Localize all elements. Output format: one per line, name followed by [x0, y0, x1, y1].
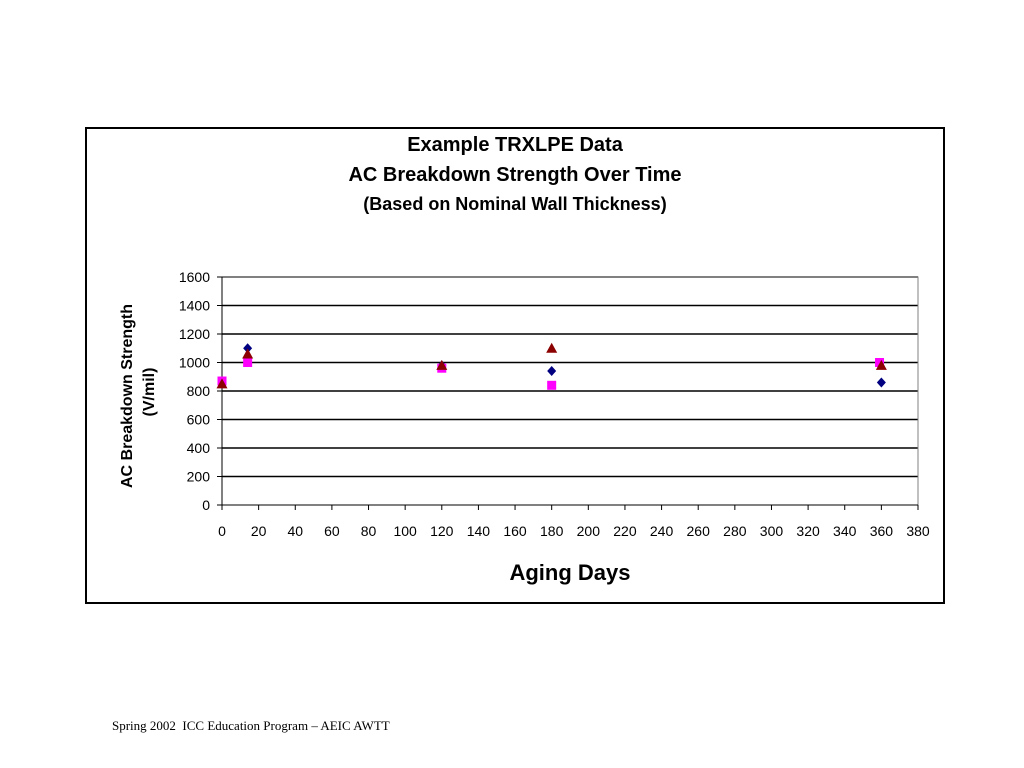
chart-title-line-3: (Based on Nominal Wall Thickness) — [363, 194, 667, 214]
x-tick-label: 260 — [687, 523, 711, 539]
data-point-diamond — [243, 343, 253, 354]
data-point-diamond — [876, 377, 886, 388]
data-point-triangle — [216, 378, 228, 389]
data-point-diamond — [547, 366, 557, 377]
x-tick-label: 300 — [760, 523, 784, 539]
x-tick-label: 320 — [796, 523, 820, 539]
chart-title-line-1: Example TRXLPE Data — [407, 134, 623, 156]
x-tick-label: 340 — [833, 523, 857, 539]
grid-lines — [222, 276, 918, 478]
x-tick-label: 280 — [723, 523, 747, 539]
x-tick-label: 200 — [577, 523, 601, 539]
x-tick-label: 160 — [503, 523, 527, 539]
x-tick-label: 0 — [218, 523, 226, 539]
x-tick-label: 380 — [906, 523, 930, 539]
data-point-square — [243, 358, 253, 367]
x-tick-label: 140 — [467, 523, 491, 539]
data-point-triangle — [546, 342, 558, 353]
slide-footer: Spring 2002 ICC Education Program – AEIC… — [112, 718, 390, 733]
x-tick-label: 40 — [287, 523, 303, 539]
axes — [217, 276, 919, 510]
y-tick-label: 1600 — [179, 269, 210, 285]
x-tick-labels: 0 20 40 60 80 100 120 140 160 180 200 220 240 260 280 3… — [218, 523, 930, 539]
data-point-triangle — [875, 359, 887, 370]
x-tick-label: 80 — [361, 523, 377, 539]
y-tick-label: 0 — [202, 497, 210, 513]
chart-title-line-2: AC Breakdown Strength Over Time — [348, 164, 682, 186]
y-axis-label-line-2: (V/mil) — [141, 368, 158, 417]
y-tick-label: 1400 — [179, 298, 210, 314]
data-point-square — [547, 380, 557, 390]
x-axis-label: Aging Days — [509, 560, 630, 585]
y-tick-label: 800 — [187, 383, 211, 399]
data-points — [216, 342, 887, 390]
x-tick-label: 20 — [251, 523, 267, 539]
chart-frame — [85, 127, 945, 604]
y-axis-label: AC Breakdown Strength (V/mil) — [119, 304, 158, 488]
x-tick-label: 360 — [870, 523, 894, 539]
y-tick-label: 600 — [187, 412, 211, 428]
y-tick-label: 200 — [187, 469, 211, 485]
x-tick-label: 240 — [650, 523, 674, 539]
y-tick-label: 1200 — [179, 326, 210, 342]
y-axis-label-line-1: AC Breakdown Strength — [119, 304, 136, 488]
x-tick-label: 60 — [324, 523, 340, 539]
data-point-square — [875, 358, 885, 367]
y-tick-label: 1000 — [179, 355, 210, 371]
x-tick-label: 180 — [540, 523, 564, 539]
y-tick-label: 400 — [187, 440, 211, 456]
x-tick-label: 120 — [430, 523, 454, 539]
y-tick-labels: 0 200 400 600 800 1000 1200 1400 1600 — [179, 269, 210, 513]
x-tick-label: 220 — [613, 523, 637, 539]
x-tick-label: 100 — [393, 523, 417, 539]
data-point-triangle — [436, 359, 448, 370]
data-point-triangle — [242, 348, 254, 359]
